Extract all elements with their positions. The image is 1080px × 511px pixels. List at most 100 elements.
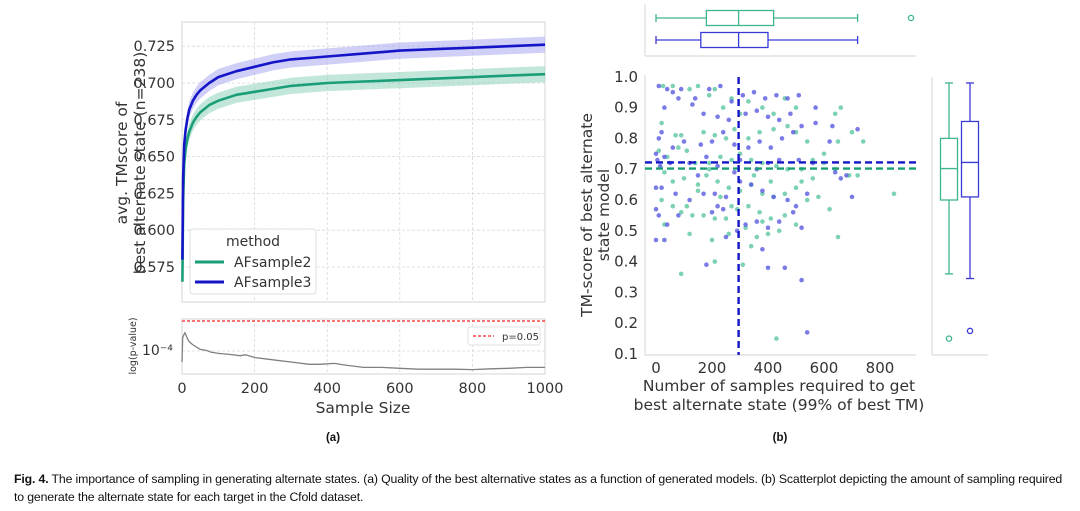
scatter-point-afsample2 bbox=[746, 203, 751, 209]
scatter-point-afsample2 bbox=[754, 234, 760, 240]
scatter-point-afsample3 bbox=[765, 265, 771, 271]
scatter-point-afsample2 bbox=[706, 160, 712, 166]
scatter-point-afsample2 bbox=[659, 197, 664, 203]
scatter-point-afsample3 bbox=[799, 123, 804, 129]
scatter-point-afsample3 bbox=[678, 86, 684, 92]
scatter-point-afsample3 bbox=[718, 83, 723, 89]
panel-a-y-ticks: 0.575 0.600 0.625 0.650 0.675 0.700 0.725 bbox=[133, 39, 175, 276]
scatter-point-afsample3 bbox=[760, 188, 765, 194]
scatter-point-afsample3 bbox=[670, 145, 676, 150]
outlier-point bbox=[945, 335, 953, 342]
scatter-point-afsample3 bbox=[779, 136, 785, 141]
scatter-y-ticks: 0.1 0.2 0.3 0.4 0.5 0.6 0.7 0.8 0.9 1.0 bbox=[614, 68, 638, 363]
scatter-point-afsample3 bbox=[723, 234, 729, 240]
scatter-point-afsample2 bbox=[684, 203, 690, 209]
x-tick-label: 600 bbox=[386, 381, 414, 397]
scatter-point-afsample3 bbox=[706, 86, 712, 92]
panel-a-legend: method AFsample2 AFsample3 bbox=[189, 228, 317, 295]
scatter-point-afsample2 bbox=[771, 126, 776, 132]
scatter-point-afsample2 bbox=[704, 173, 709, 178]
scatter-point-afsample2 bbox=[849, 129, 855, 135]
x-tick-label: 800 bbox=[866, 359, 895, 377]
scatter-point-afsample3 bbox=[715, 163, 720, 169]
scatter-point-afsample2 bbox=[782, 191, 788, 197]
scatter-point-afsample2 bbox=[695, 188, 701, 194]
scatter-point-afsample3 bbox=[790, 129, 796, 135]
scatter-point-afsample3 bbox=[662, 237, 667, 243]
scatter-point-afsample2 bbox=[793, 185, 799, 190]
legend-title: method bbox=[226, 234, 280, 250]
scatter-point-afsample3 bbox=[830, 123, 835, 129]
scatter-point-afsample2 bbox=[799, 179, 804, 184]
scatter-point-afsample3 bbox=[704, 154, 709, 160]
scatter-point-afsample3 bbox=[754, 219, 760, 224]
scatter-point-afsample2 bbox=[810, 176, 816, 181]
scatter-point-afsample2 bbox=[662, 170, 667, 175]
scatter-point-afsample3 bbox=[698, 142, 704, 147]
scatter-point-afsample3 bbox=[720, 206, 726, 212]
scatter-point-afsample3 bbox=[771, 194, 776, 200]
scatter-point-afsample3 bbox=[653, 151, 659, 157]
scatter-point-afsample2 bbox=[782, 213, 788, 218]
scatter-point-afsample2 bbox=[771, 111, 776, 117]
scatter-point-afsample3 bbox=[855, 126, 860, 132]
legend-label-afsample3: AFsample3 bbox=[234, 275, 311, 291]
scatter-point-afsample3 bbox=[746, 145, 751, 150]
scatter-point-afsample3 bbox=[799, 277, 804, 283]
scatter-point-afsample3 bbox=[715, 203, 720, 209]
scatter-point-afsample2 bbox=[670, 83, 676, 89]
scatter-point-afsample3 bbox=[687, 197, 692, 203]
scatter-point-afsample2 bbox=[804, 139, 810, 144]
scatter-point-afsample2 bbox=[774, 163, 779, 169]
scatter-point-afsample3 bbox=[709, 139, 715, 144]
scatter-point-afsample3 bbox=[670, 89, 676, 95]
scatter-point-afsample2 bbox=[774, 336, 779, 341]
panel-a-series-lines bbox=[181, 43, 546, 282]
y-tick-label: 0.575 bbox=[133, 260, 175, 276]
scatter-point-afsample2 bbox=[855, 173, 860, 178]
scatter-point-afsample2 bbox=[712, 259, 718, 264]
scatter-point-afsample3 bbox=[726, 117, 732, 123]
scatter-point-afsample2 bbox=[827, 206, 832, 212]
pvalue-legend-box bbox=[467, 326, 541, 346]
scatter-point-afsample3 bbox=[673, 191, 678, 197]
scatter-point-afsample2 bbox=[684, 148, 690, 153]
y-tick-label: 0.8 bbox=[614, 129, 638, 147]
scatter-point-afsample3 bbox=[813, 105, 818, 110]
scatter-point-afsample2 bbox=[712, 216, 718, 221]
scatter-point-afsample2 bbox=[670, 179, 676, 184]
scatter-point-afsample2 bbox=[709, 237, 715, 243]
box-afsample2 bbox=[705, 9, 775, 27]
scatter-point-afsample3 bbox=[701, 191, 706, 197]
scatter-point-afsample2 bbox=[690, 213, 695, 218]
panel-a-y-axis-label-line2: best alternate state (n=238) bbox=[131, 52, 149, 275]
scatter-point-afsample2 bbox=[678, 271, 684, 277]
x-tick-label: 200 bbox=[241, 381, 269, 397]
scatter-point-afsample3 bbox=[655, 157, 660, 163]
scatter-point-afsample2 bbox=[732, 126, 737, 132]
y-tick-label: 0.4 bbox=[614, 253, 638, 271]
series-line-afsample2 bbox=[181, 72, 546, 282]
scatter-point-afsample2 bbox=[832, 111, 838, 117]
scatter-point-afsample2 bbox=[748, 243, 754, 249]
scatter-point-afsample3 bbox=[776, 219, 782, 224]
scatter-point-afsample3 bbox=[827, 139, 832, 144]
scatter-point-afsample3 bbox=[768, 145, 774, 150]
scatter-point-afsample2 bbox=[660, 83, 666, 89]
scatter-y-axis-label-line2: state model bbox=[595, 169, 613, 261]
scatter-point-afsample3 bbox=[788, 111, 793, 117]
scatter-point-afsample3 bbox=[844, 173, 849, 178]
pvalue-y-axis-label: log(p-value) bbox=[128, 317, 139, 374]
scatter-point-afsample3 bbox=[715, 114, 720, 120]
panel-b-top-boxplot bbox=[644, 4, 916, 57]
scatter-point-afsample2 bbox=[757, 210, 762, 215]
scatter-point-afsample2 bbox=[746, 99, 751, 104]
scatter-point-afsample2 bbox=[757, 129, 762, 135]
scatter-point-afsample3 bbox=[720, 129, 726, 135]
scatter-point-afsample2 bbox=[720, 105, 726, 110]
scatter-point-afsample3 bbox=[760, 247, 765, 252]
scatter-point-afsample3 bbox=[656, 213, 662, 218]
y-tick-label: 0.600 bbox=[133, 223, 175, 239]
panel-a-x-ticks: 0 200 400 600 800 1000 bbox=[177, 381, 563, 397]
scatter-point-afsample2 bbox=[793, 222, 799, 227]
